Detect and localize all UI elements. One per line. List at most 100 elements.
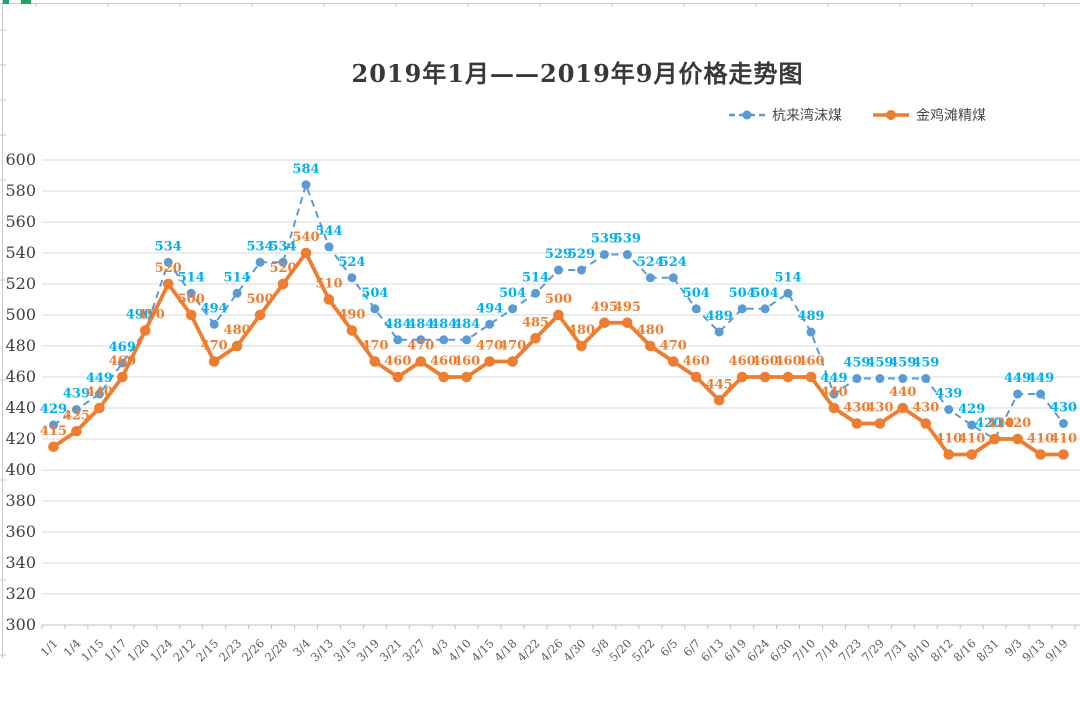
data-point-label: 470 [660,339,687,354]
x-tick-label: 1/17 [101,636,129,664]
x-tick-label: 7/23 [836,636,864,664]
data-point-label: 489 [706,309,733,324]
data-point-label: 480 [637,323,664,338]
data-point-label: 449 [86,371,113,386]
x-tick-label: 3/13 [308,636,336,664]
x-tick-label: 7/18 [813,636,841,664]
data-point-marker [989,433,1000,445]
data-point-label: 460 [774,354,801,369]
data-point-label: 410 [1027,432,1054,447]
y-tick-label: 420 [5,429,36,448]
data-point-marker [370,304,380,314]
data-point-marker [599,317,610,329]
x-tick-label: 2/23 [216,636,244,664]
data-point-marker [599,250,609,260]
x-tick-label: 8/31 [974,636,1002,664]
data-point-marker [232,288,242,298]
x-tick-label: 2/12 [170,636,198,664]
data-point-marker [966,449,977,460]
data-point-label: 524 [338,255,365,270]
data-point-label: 460 [797,354,824,369]
data-point-marker [439,335,449,345]
sheet-edge-artifacts [0,0,1080,658]
x-tick-label: 3/19 [354,636,382,664]
data-point-marker [117,358,127,368]
legend-item-hanglaiwan[interactable]: 杭来湾沫煤 [728,105,842,125]
data-point-label: 460 [683,354,710,369]
x-tick-label: 1/20 [124,636,152,664]
data-point-label: 514 [774,270,801,285]
y-tick-label: 440 [5,398,36,417]
x-tick-label: 8/16 [951,636,979,664]
x-tick-label: 7/10 [790,636,818,664]
data-point-label: 410 [1050,432,1077,447]
data-point-marker [347,273,357,283]
data-point-label: 484 [430,317,457,332]
y-tick-label: 560 [5,212,36,231]
data-point-marker [186,288,196,298]
data-point-label: 485 [522,315,549,330]
x-tick-label: 3/27 [400,636,428,664]
data-point-label: 500 [545,292,572,307]
x-tick-label: 7/29 [859,636,887,664]
data-point-marker [162,278,174,290]
data-point-marker [806,327,816,337]
legend-label: 金鸡滩精煤 [916,108,986,124]
x-tick-label: 4/26 [537,636,565,664]
x-tick-label: 6/5 [657,636,680,659]
data-point-label: 504 [361,286,388,301]
data-point-label: 449 [1004,371,1031,386]
data-point-label: 510 [315,277,342,292]
data-point-label: 459 [866,356,893,371]
x-axis-tick-labels: 1/1 1/41/151/171/201/242/122/152/232/262/… [38,636,1071,664]
series-data-labels: 4154254404604905205004704805005205405104… [40,230,1077,447]
data-point-label: 534 [269,239,296,254]
data-point-marker [829,389,839,399]
data-point-label: 439 [63,387,90,402]
data-point-marker [185,309,197,321]
data-point-marker [1058,449,1069,460]
data-point-label: 460 [752,354,779,369]
data-point-marker [852,374,862,384]
data-point-marker [301,180,311,190]
x-tick-label: 6/19 [721,636,749,664]
data-point-marker [1012,433,1023,445]
data-point-label: 459 [912,356,939,371]
data-point-marker [507,356,518,367]
data-point-label: 484 [384,317,411,332]
data-point-marker [117,371,128,383]
data-point-label: 430 [1050,401,1077,416]
data-point-marker [531,288,541,298]
x-tick-label: 6/24 [744,636,772,664]
x-tick-label: 4/22 [515,636,543,664]
data-point-marker [622,250,632,260]
data-point-label: 504 [752,286,779,301]
data-point-marker [300,247,312,259]
x-tick-label: 4/10 [446,636,474,664]
data-point-marker [94,402,105,414]
data-point-label: 480 [568,323,595,338]
data-point-marker [140,325,151,336]
x-tick-label: 9/19 [1042,636,1070,664]
x-tick-label: 8/10 [905,636,933,664]
data-point-label: 484 [407,317,434,332]
data-point-label: 514 [224,270,251,285]
data-point-label: 449 [1027,371,1054,386]
x-tick-label: 5/22 [629,636,657,664]
data-point-label: 415 [40,424,67,439]
data-point-label: 470 [499,339,526,354]
chart-legend: 杭来湾沫煤 金鸡滩精煤 [728,105,986,125]
series-line [52,251,1064,457]
x-tick-label: 9/13 [1020,636,1048,664]
x-tick-label: 2/26 [239,636,267,664]
data-point-label: 429 [958,402,985,417]
data-point-marker [667,356,679,367]
data-point-label: 504 [683,286,710,301]
y-tick-label: 480 [5,336,36,355]
y-tick-label: 380 [5,491,36,510]
legend-item-jinjitan[interactable]: 金鸡滩精煤 [872,105,986,125]
data-point-label: 459 [889,356,916,371]
data-point-label: 534 [155,239,182,254]
data-point-label: 430 [912,401,939,416]
